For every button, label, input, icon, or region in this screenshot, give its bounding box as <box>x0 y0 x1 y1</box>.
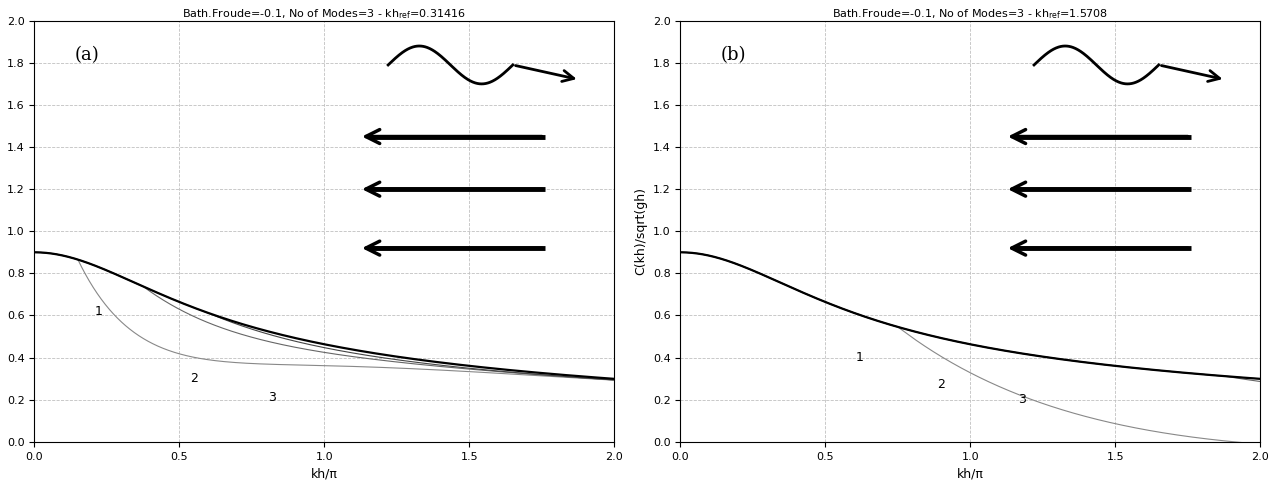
Text: (a): (a) <box>75 46 100 64</box>
Text: 2: 2 <box>190 372 198 385</box>
Text: 1: 1 <box>856 351 864 364</box>
Text: 3: 3 <box>1018 393 1026 406</box>
Title: Bath.Froude=-0.1, No of Modes=3 - kh$_\mathrm{ref}$=1.5708: Bath.Froude=-0.1, No of Modes=3 - kh$_\m… <box>832 7 1109 21</box>
X-axis label: kh/π: kh/π <box>957 467 984 480</box>
X-axis label: kh/π: kh/π <box>311 467 338 480</box>
Y-axis label: C(kh)/sqrt(gh): C(kh)/sqrt(gh) <box>634 187 647 275</box>
Text: (b): (b) <box>721 46 746 64</box>
Text: 2: 2 <box>938 378 946 392</box>
Text: 3: 3 <box>268 391 276 404</box>
Text: 1: 1 <box>94 305 102 318</box>
Title: Bath.Froude=-0.1, No of Modes=3 - kh$_\mathrm{ref}$=0.31416: Bath.Froude=-0.1, No of Modes=3 - kh$_\m… <box>182 7 466 21</box>
